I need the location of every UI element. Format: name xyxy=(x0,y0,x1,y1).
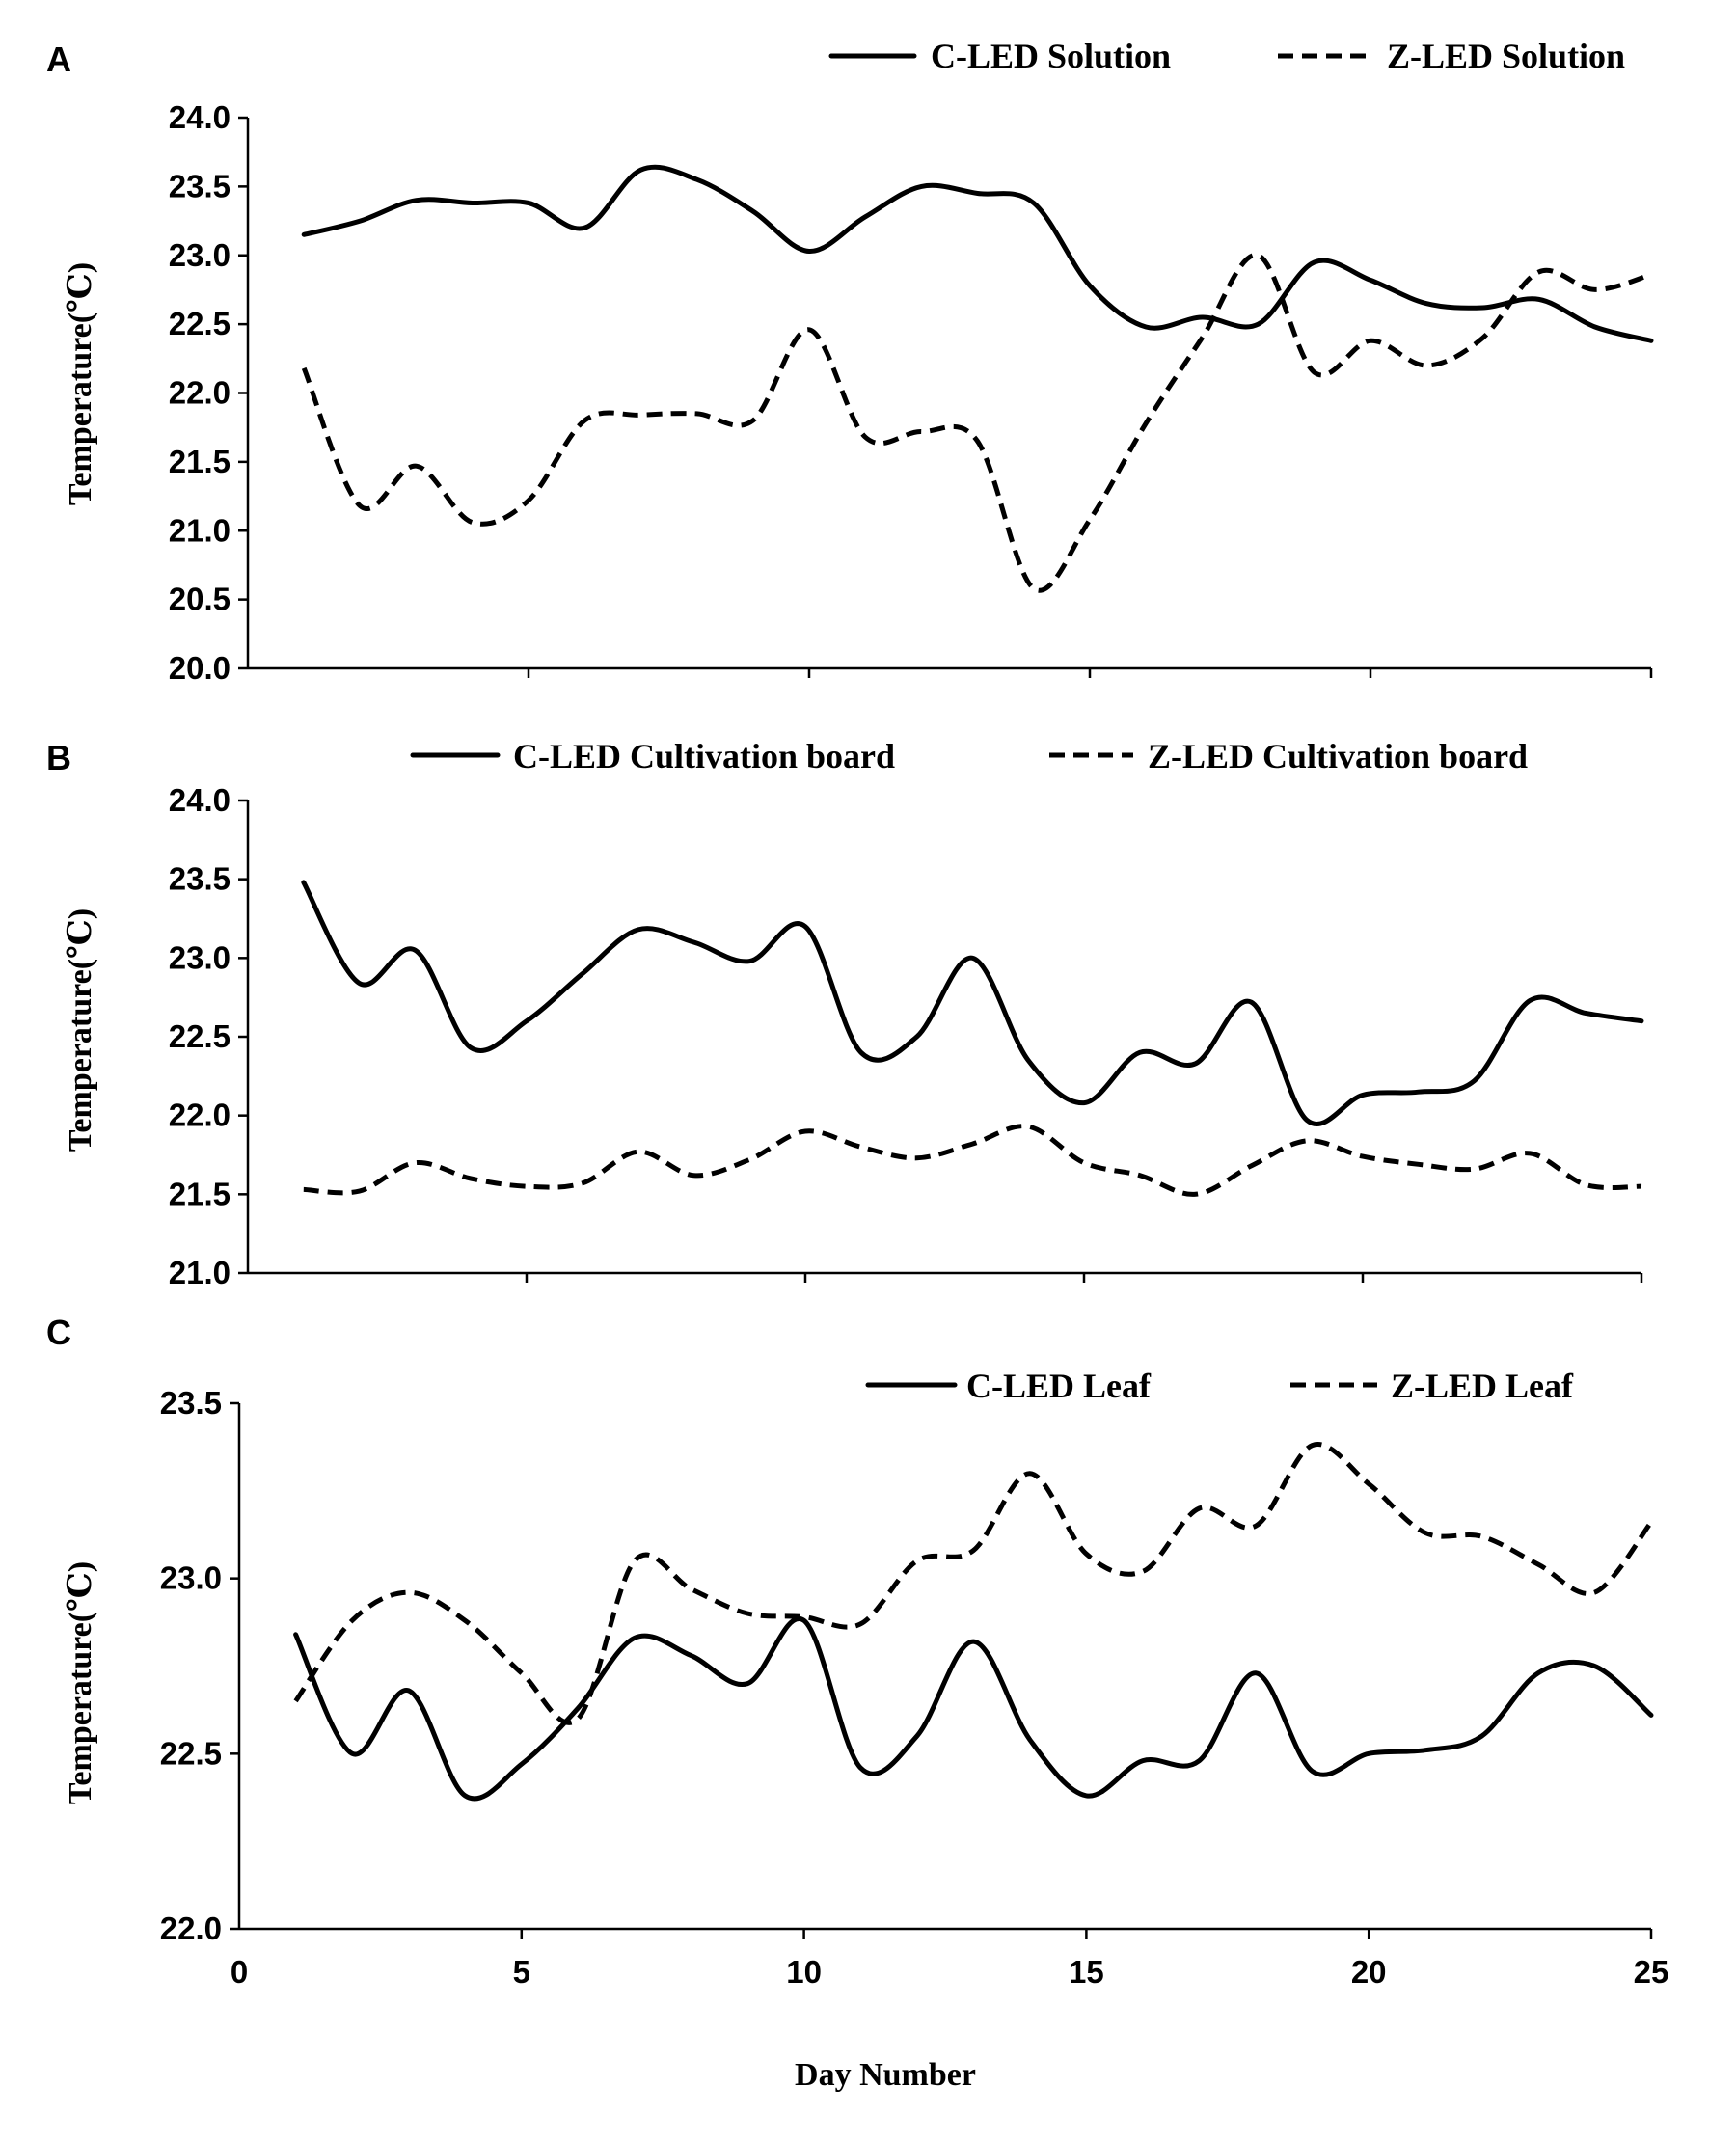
panel-c-y-ticks: 23.5 23.0 22.5 22.0 xyxy=(160,1385,239,1946)
series-line-z-led-solution xyxy=(301,253,1652,593)
y-tick-label: 20.5 xyxy=(169,582,231,617)
x-tick-label: 20 xyxy=(1351,1954,1387,1990)
y-tick-label: 21.5 xyxy=(169,444,231,479)
x-axis-title: Day Number xyxy=(795,2057,976,2093)
panel-a-legend-dashed-label: Z-LED Solution xyxy=(1387,37,1625,75)
panel-a-y-axis-title: Temperature(℃) xyxy=(63,262,98,505)
x-tick-label: 15 xyxy=(1069,1954,1104,1990)
x-tick-label: 10 xyxy=(786,1954,822,1990)
y-tick-label: 22.0 xyxy=(169,375,231,411)
panel-b-legend-dashed-label: Z-LED Cultivation board xyxy=(1148,737,1528,775)
y-tick-label: 23.5 xyxy=(169,861,231,897)
panel-b-y-ticks: 24.0 23.5 23.0 22.5 22.0 21.5 21.0 xyxy=(169,782,248,1290)
panel-c: C C-LED Leaf Z-LED Leaf 23.5 23.0 22.5 22.0… xyxy=(46,1313,1668,2093)
x-tick-label: 25 xyxy=(1634,1954,1669,1990)
x-tick-label: 0 xyxy=(231,1954,248,1990)
y-tick-label: 24.0 xyxy=(169,782,231,818)
panel-c-y-axis-title: Temperature(℃) xyxy=(63,1561,98,1804)
series-line-c-led-leaf xyxy=(293,1615,1654,1802)
series-line-c-led-cultivation-board xyxy=(301,880,1644,1126)
panel-b-y-axis-title: Temperature(℃) xyxy=(63,908,98,1152)
series-line-c-led-solution xyxy=(301,164,1654,343)
panel-b-letter: B xyxy=(46,738,71,777)
panel-c-series xyxy=(293,1442,1654,1802)
panel-b-legend-solid-label: C-LED Cultivation board xyxy=(513,737,895,775)
panel-a-legend: C-LED Solution Z-LED Solution xyxy=(828,37,1625,75)
panel-a-y-ticks: 24.0 23.5 23.0 22.5 22.0 21.5 21.0 20.5 20.0 xyxy=(169,99,248,686)
panel-a-letter: A xyxy=(46,40,71,79)
y-tick-label: 24.0 xyxy=(169,99,231,135)
y-tick-label: 23.0 xyxy=(160,1560,222,1596)
panel-b: B C-LED Cultivation board Z-LED Cultivat… xyxy=(46,737,1644,1290)
y-tick-label: 22.5 xyxy=(169,306,231,341)
y-tick-label: 21.5 xyxy=(169,1176,231,1211)
series-line-z-led-leaf xyxy=(293,1442,1653,1725)
panel-a-legend-solid-label: C-LED Solution xyxy=(931,37,1171,75)
panel-c-legend-dashed-label: Z-LED Leaf xyxy=(1391,1367,1574,1405)
y-tick-label: 22.0 xyxy=(169,1098,231,1133)
y-tick-label: 21.0 xyxy=(169,1255,231,1290)
y-tick-label: 22.5 xyxy=(169,1018,231,1054)
x-tick-label: 5 xyxy=(513,1954,530,1990)
y-tick-label: 23.0 xyxy=(169,939,231,975)
y-tick-label: 21.0 xyxy=(169,512,231,548)
y-tick-label: 23.5 xyxy=(160,1385,222,1421)
panel-a: A C-LED Solution Z-LED Solution 24.0 23.5… xyxy=(46,37,1654,686)
panel-c-letter: C xyxy=(46,1313,71,1352)
y-tick-label: 23.0 xyxy=(169,237,231,273)
panel-c-x-ticks: 0 5 10 15 20 25 xyxy=(231,1954,1669,1990)
y-tick-label: 20.0 xyxy=(169,650,231,686)
panel-b-legend: C-LED Cultivation board Z-LED Cultivatio… xyxy=(410,737,1528,775)
panel-b-axes xyxy=(246,800,1643,1283)
series-line-z-led-cultivation-board xyxy=(303,1124,1642,1197)
panel-b-series xyxy=(301,880,1644,1197)
y-tick-label: 22.0 xyxy=(160,1911,222,1946)
panel-c-legend-solid-label: C-LED Leaf xyxy=(966,1367,1152,1405)
y-tick-label: 22.5 xyxy=(160,1735,222,1771)
panel-c-axes xyxy=(237,1403,1653,1939)
panel-c-legend: C-LED Leaf Z-LED Leaf xyxy=(865,1367,1574,1405)
panel-a-series xyxy=(301,164,1654,593)
y-tick-label: 23.5 xyxy=(169,168,231,203)
